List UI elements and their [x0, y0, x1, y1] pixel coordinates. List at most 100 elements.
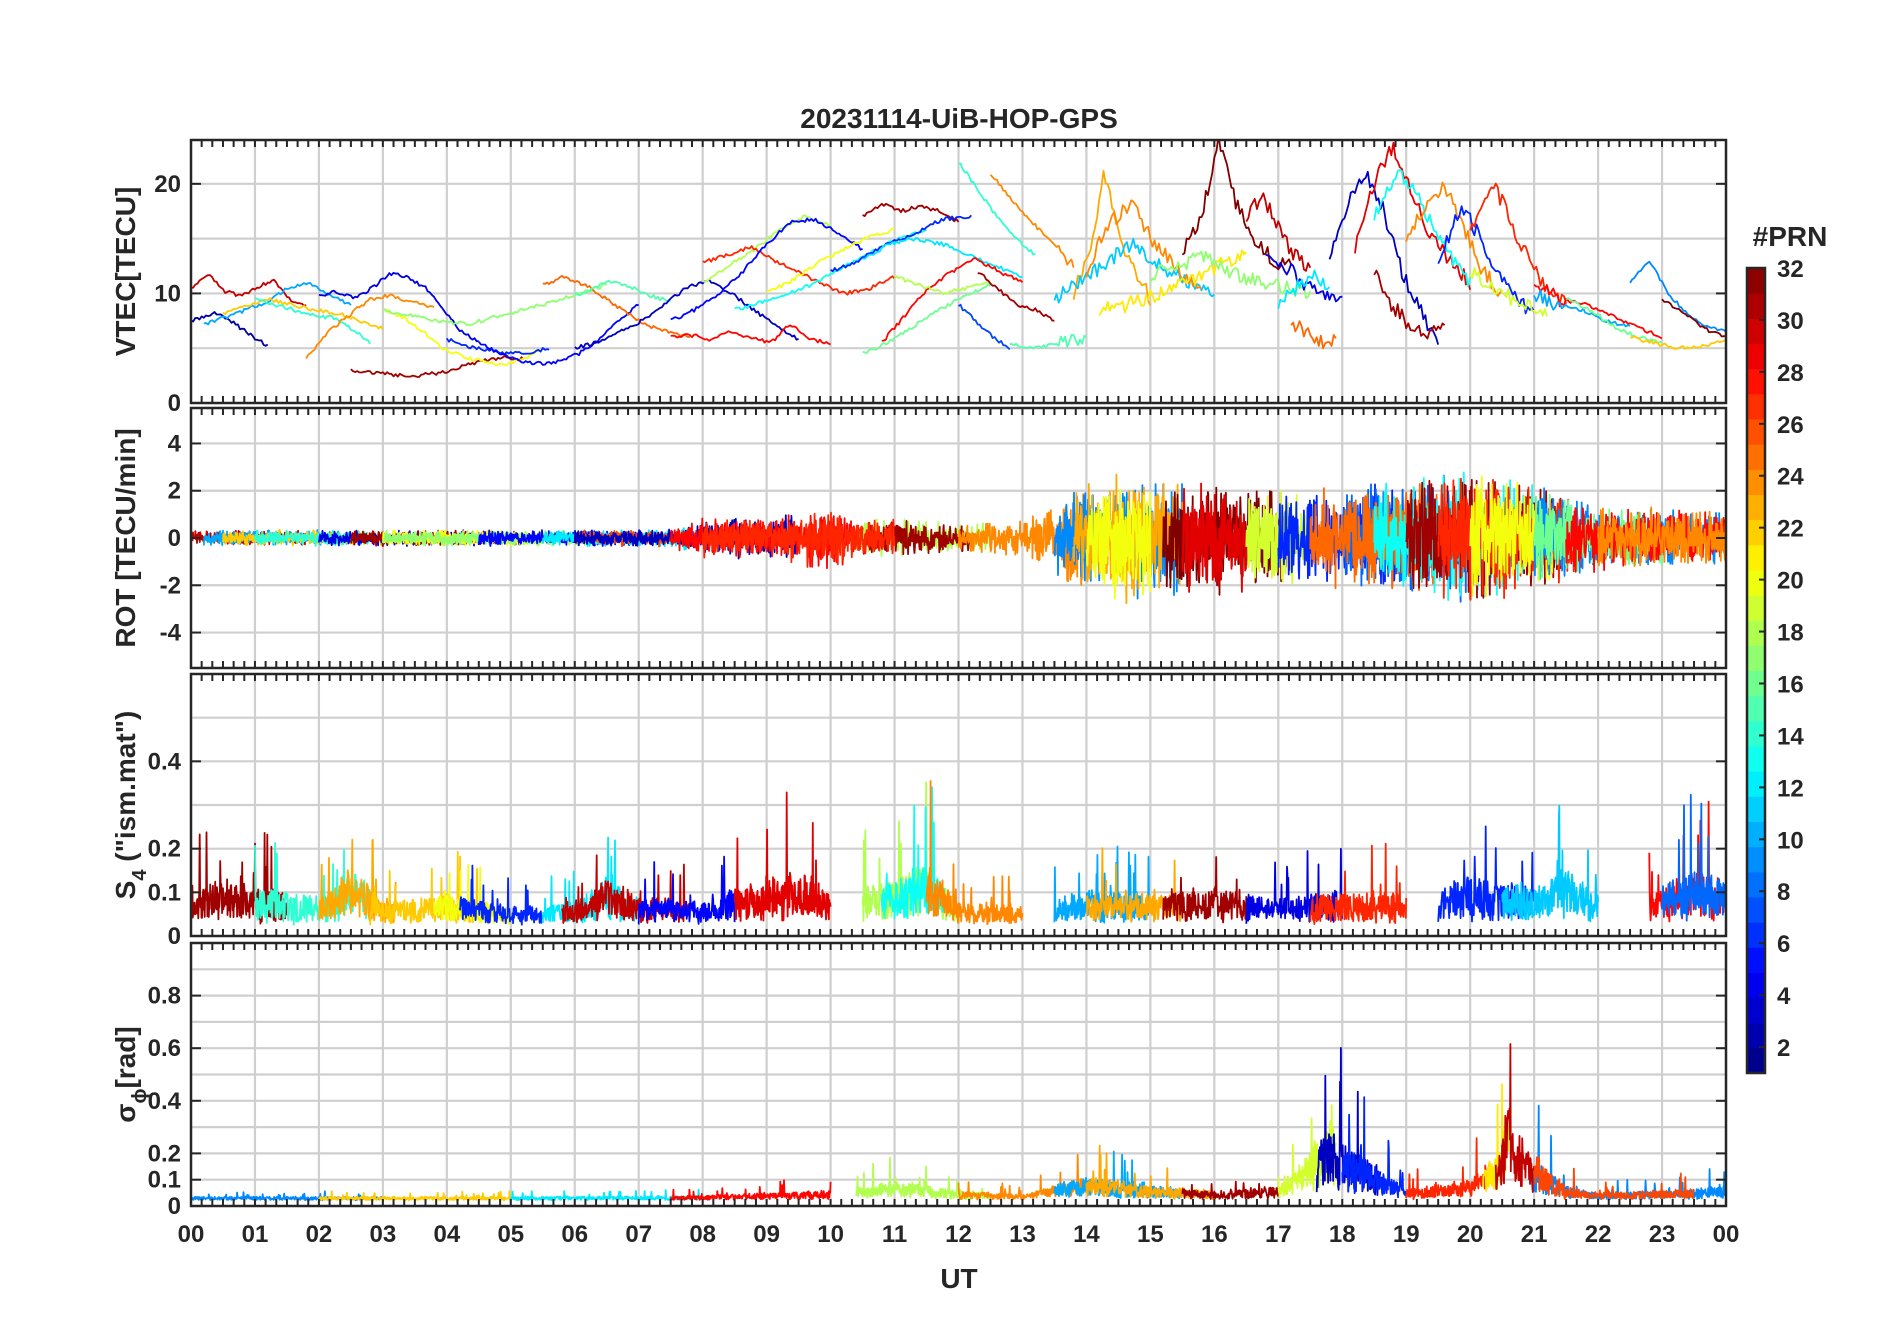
y-label-main: VTEC[TECU]: [110, 187, 141, 357]
y-tick-label: 0: [168, 1193, 181, 1220]
y-tick-label: 4: [168, 430, 182, 457]
trace-prn-23: [1072, 170, 1152, 306]
trace-prn-29: [1354, 141, 1472, 291]
trace-prn-11: [1501, 804, 1599, 923]
minor-ticks-sigphi: [190, 943, 1727, 1207]
colorbar-segment: [1747, 368, 1765, 395]
trace-prn-28: [669, 1179, 832, 1201]
colorbar-tick-label: 24: [1777, 464, 1804, 491]
trace-prn-10: [1533, 289, 1631, 328]
x-tick-label: 02: [306, 1221, 333, 1248]
panel-vtec: 0 10 20 VTEC[TECU]: [110, 138, 1728, 417]
trace-prn-24: [989, 174, 1075, 268]
y-label-main: σ: [110, 1104, 141, 1123]
y-tick-label: 0: [168, 390, 181, 417]
trace-prn-21: [1098, 249, 1247, 316]
trace-prn-12: [541, 836, 640, 924]
trace-prn-28: [670, 324, 831, 346]
colorbar-segment: [1747, 268, 1765, 294]
colorbar-segment: [1747, 871, 1765, 898]
trace-prn-31: [1181, 1180, 1280, 1200]
colorbar-segment: [1747, 645, 1765, 672]
trace-prn-20: [766, 227, 895, 293]
y-tick-label: 0.6: [148, 1035, 181, 1062]
trace-prn-12: [862, 236, 1023, 279]
trace-prn-15: [1009, 334, 1087, 350]
y-tick-label: 0: [168, 525, 181, 552]
traces-rot: [191, 471, 1726, 605]
trace-prn-6: [1341, 1096, 1408, 1199]
x-tick-label: 00: [178, 1221, 205, 1248]
trace-prn-31: [1162, 856, 1248, 924]
colorbar-segment: [1747, 695, 1765, 722]
trace-prn-12: [1277, 269, 1331, 309]
y-label-tail: ("ism.mat"): [110, 711, 141, 870]
colorbar-tick-label: 32: [1777, 256, 1804, 283]
colorbar-segment: [1747, 720, 1765, 747]
panel-s4: 00.10.20.4S4 ("ism.mat"): [110, 672, 1728, 950]
grid-s4: [191, 674, 1726, 936]
x-tick-label: 05: [497, 1221, 524, 1248]
y-tick-label: 2: [168, 478, 181, 505]
colorbar-segment: [1747, 519, 1765, 546]
trace-prn-25: [1290, 320, 1337, 350]
trace-prn-32: [1181, 140, 1292, 271]
colorbar-tick-label: 20: [1777, 568, 1804, 595]
colorbar-segment: [1747, 745, 1765, 772]
chart-title: 20231114-UiB-HOP-GPS: [800, 103, 1118, 134]
colorbar-segment: [1747, 444, 1765, 470]
trace-prn-32: [1661, 298, 1726, 338]
trace-prn-4: [318, 271, 479, 343]
colorbar-segment: [1747, 796, 1765, 823]
colorbar-segment: [1747, 972, 1765, 999]
y-tick-label: 0.4: [148, 1088, 182, 1115]
trace-prn-8: [1661, 793, 1726, 922]
trace-prn-30: [191, 274, 307, 307]
traces-s4: [191, 780, 1726, 926]
trace-prn-6: [458, 864, 544, 926]
colorbar-segment: [1747, 595, 1765, 621]
trace-prn-24: [957, 493, 1088, 586]
trace-prn-5: [478, 303, 639, 366]
y-tick-label: 10: [154, 280, 181, 307]
colorbar-segment: [1747, 293, 1765, 319]
colorbar-tick-label: 18: [1777, 620, 1804, 647]
trace-prn-3: [1328, 170, 1440, 345]
trace-prn-31: [1373, 269, 1446, 340]
trace-prn-31: [350, 355, 525, 378]
colorbar-segment: [1747, 1047, 1765, 1074]
trace-prn-24: [925, 780, 1024, 926]
trace-prn-17: [382, 282, 608, 327]
trace-prn-10: [203, 282, 352, 326]
colorbar-tick-label: 6: [1777, 931, 1790, 958]
trace-prn-27: [702, 245, 896, 296]
x-tick-label: 23: [1649, 1221, 1676, 1248]
colorbar-segment: [1747, 670, 1765, 697]
x-tick-label: 08: [689, 1221, 716, 1248]
y-axis-label-sigphi: σϕ[rad]: [110, 1026, 151, 1122]
colorbar-tick-label: 26: [1777, 412, 1804, 439]
trace-prn-20: [382, 308, 544, 367]
x-tick-label: 00: [1713, 1221, 1740, 1248]
colorbar-tick-label: 8: [1777, 879, 1790, 906]
y-tick-label: -4: [160, 620, 182, 647]
colorbar-segment: [1747, 494, 1765, 521]
trace-prn-17: [1149, 250, 1312, 299]
x-tick-label: 06: [561, 1221, 588, 1248]
y-tick-label: 0: [168, 923, 181, 950]
colorbar-segment: [1747, 393, 1765, 420]
grid-vtec: [191, 140, 1726, 403]
trace-prn-20: [1085, 488, 1152, 600]
colorbar-segment: [1747, 569, 1765, 596]
trace-prn-18: [861, 781, 960, 922]
trace-prn-24: [305, 293, 435, 359]
y-tick-label: -2: [160, 572, 181, 599]
colorbar-tick-label: 28: [1777, 360, 1804, 387]
trace-prn-16: [1565, 297, 1663, 345]
trace-prn-28: [881, 257, 1024, 342]
trace-prn-13: [1373, 169, 1472, 288]
trace-prn-29: [733, 791, 832, 922]
